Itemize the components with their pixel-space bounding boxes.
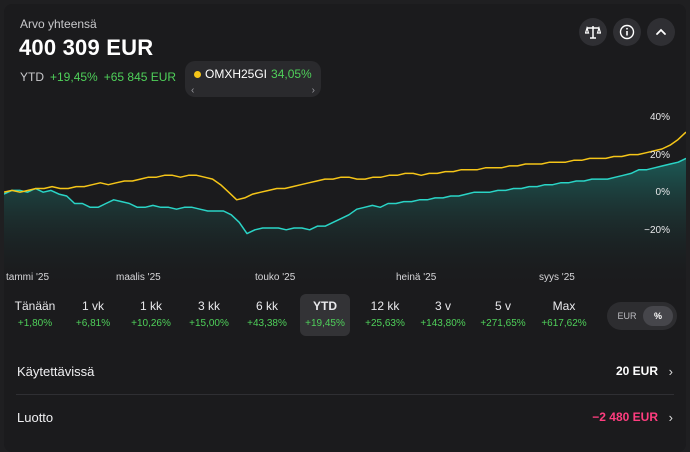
period-label: Max — [552, 299, 576, 313]
x-tick-label: maalis '25 — [116, 272, 161, 283]
period-value: +143,80% — [420, 318, 466, 329]
available-row[interactable]: Käytettävissä 20 EUR › — [4, 350, 686, 394]
period-ytd[interactable]: YTD +19,45% — [300, 294, 350, 336]
available-label: Käytettävissä — [17, 364, 95, 379]
period-label: 3 kk — [197, 299, 220, 313]
total-value: 400 309 EUR — [19, 35, 154, 60]
benchmark-selector[interactable]: OMXH25GI 34,05% ‹ › — [185, 61, 321, 97]
total-value-label: Arvo yhteensä — [20, 17, 97, 31]
period-label: 1 kk — [139, 299, 162, 313]
x-tick-label: syys '25 — [539, 272, 575, 283]
credit-row[interactable]: Luotto −2 480 EUR › — [4, 396, 686, 440]
period-selector: Tänään +1,80% 1 vk +6,81% 1 kk +10,26% 3… — [8, 294, 608, 336]
period-value: +271,65% — [480, 318, 526, 329]
period-1w[interactable]: 1 vk +6,81% — [66, 294, 120, 336]
chevron-right-icon: › — [668, 364, 673, 379]
period-value: +10,26% — [131, 318, 171, 329]
scale-icon — [585, 25, 601, 39]
period-max[interactable]: Max +617,62% — [537, 294, 591, 336]
credit-value: −2 480 EUR — [592, 410, 658, 424]
period-label: 12 kk — [370, 299, 400, 313]
period-3m[interactable]: 3 kk +15,00% — [182, 294, 236, 336]
y-tick-label: 0% — [655, 187, 670, 198]
ytd-summary: YTD +19,45% +65 845 EUR — [20, 70, 176, 84]
y-tick-label: 20% — [649, 150, 670, 161]
period-label: YTD — [313, 299, 337, 313]
period-label: 6 kk — [255, 299, 278, 313]
period-value: +25,63% — [365, 318, 405, 329]
period-value: +617,62% — [541, 318, 587, 329]
period-label: Tänään — [14, 299, 56, 313]
portfolio-card: Arvo yhteensä 400 309 EUR YTD +19,45% +6… — [4, 4, 686, 452]
benchmark-next-icon[interactable]: › — [311, 85, 315, 96]
chevron-right-icon: › — [668, 410, 673, 425]
ytd-percent: +19,45% — [50, 70, 98, 84]
collapse-button[interactable] — [647, 18, 675, 46]
unit-percent-option[interactable]: % — [643, 306, 673, 326]
ytd-label: YTD — [20, 70, 44, 84]
benchmark-chip[interactable]: OMXH25GI 34,05% — [194, 67, 312, 81]
period-1m[interactable]: 1 kk +10,26% — [124, 294, 178, 336]
period-label: 1 vk — [81, 299, 104, 313]
period-value: +15,00% — [189, 318, 229, 329]
period-value: +43,38% — [247, 318, 287, 329]
benchmark-value: 34,05% — [271, 67, 312, 81]
x-tick-label: touko '25 — [255, 272, 296, 283]
x-tick-label: tammi '25 — [6, 272, 50, 283]
period-12m[interactable]: 12 kk +25,63% — [358, 294, 412, 336]
period-3y[interactable]: 3 v +143,80% — [416, 294, 470, 336]
ytd-amount: +65 845 EUR — [103, 70, 177, 84]
period-value: +6,81% — [75, 318, 111, 329]
credit-label: Luotto — [17, 410, 54, 425]
period-5y[interactable]: 5 v +271,65% — [476, 294, 530, 336]
portfolio-line — [4, 157, 686, 235]
period-label: 5 v — [494, 299, 511, 313]
available-value: 20 EUR — [615, 364, 658, 378]
benchmark-name: OMXH25GI — [205, 67, 268, 81]
divider — [16, 394, 674, 395]
portfolio-area — [4, 158, 686, 289]
x-tick-label: heinä '25 — [396, 272, 437, 283]
y-tick-label: −20% — [644, 225, 670, 236]
info-button[interactable] — [613, 18, 641, 46]
period-value: +19,45% — [305, 318, 345, 329]
benchmark-color-dot — [194, 70, 201, 78]
y-tick-label: 40% — [649, 112, 670, 123]
unit-toggle[interactable]: EUR % — [607, 302, 677, 330]
performance-chart[interactable] — [4, 104, 686, 289]
period-6m[interactable]: 6 kk +43,38% — [240, 294, 294, 336]
period-label: 3 v — [434, 299, 451, 313]
period-value: +1,80% — [17, 318, 53, 329]
chevron-up-icon — [656, 28, 666, 35]
compare-button[interactable] — [579, 18, 607, 46]
benchmark-line — [4, 131, 686, 201]
unit-eur-option[interactable]: EUR — [617, 311, 637, 321]
period-today[interactable]: Tänään +1,80% — [8, 294, 62, 336]
info-icon — [619, 24, 635, 40]
benchmark-prev-icon[interactable]: ‹ — [191, 85, 195, 96]
